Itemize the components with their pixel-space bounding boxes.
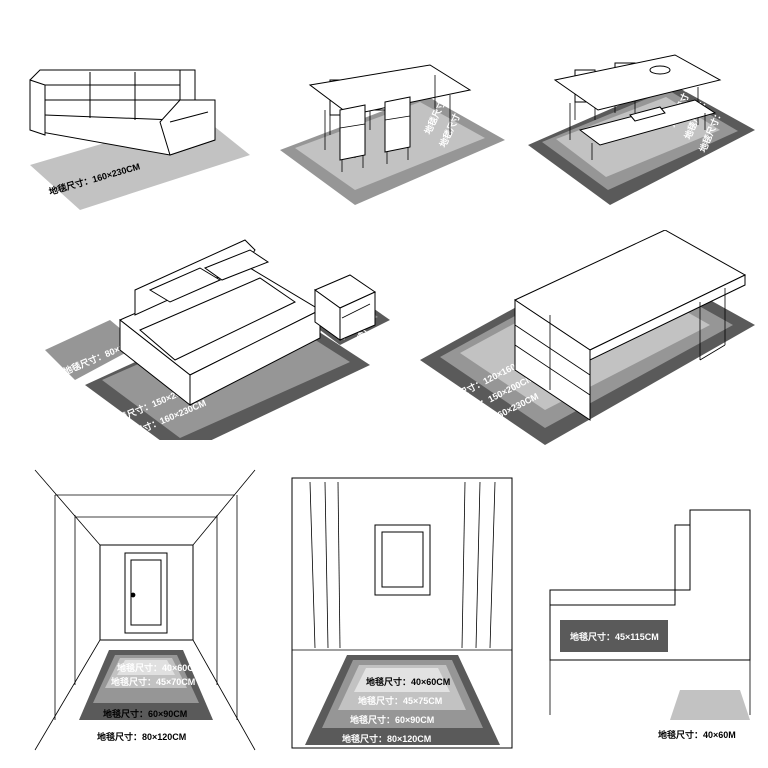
panel-kitchen: 地毯尺寸：45×115CM 地毯尺寸：40×60M bbox=[540, 490, 760, 750]
svg-text:地毯尺寸：45×75CM: 地毯尺寸：45×75CM bbox=[358, 695, 442, 706]
svg-text:地毯尺寸：40×60CM: 地毯尺寸：40×60CM bbox=[117, 662, 201, 673]
hall-size-3: 地毯尺寸：60×90CM bbox=[350, 714, 434, 725]
svg-text:地毯尺寸：80×120CM: 地毯尺寸：80×120CM bbox=[97, 731, 186, 742]
svg-text:地毯尺寸：45×115CM: 地毯尺寸：45×115CM bbox=[570, 631, 659, 642]
svg-text:地毯尺寸：60×90CM: 地毯尺寸：60×90CM bbox=[350, 714, 434, 725]
hall-size-2: 地毯尺寸：45×75CM bbox=[358, 695, 442, 706]
rug-size-infographic: 地毯尺寸：160×230CM 地毯尺寸：120×160CM bbox=[0, 0, 768, 768]
svg-text:地毯尺寸：40×60CM: 地毯尺寸：40×60CM bbox=[366, 676, 450, 687]
svg-text:地毯尺寸：45×70CM: 地毯尺寸：45×70CM bbox=[111, 676, 195, 687]
entry-size-3: 地毯尺寸：60×90CM bbox=[103, 708, 187, 719]
panel-entry: 地毯尺寸：40×60CM 地毯尺寸：45×70CM 地毯尺寸：60×90CM 地… bbox=[25, 465, 265, 755]
kitchen-size-2: 地毯尺寸：40×60M bbox=[658, 729, 736, 740]
svg-text:地毯尺寸：80×120CM: 地毯尺寸：80×120CM bbox=[342, 733, 431, 744]
panel-sofa: 地毯尺寸：160×230CM bbox=[10, 40, 260, 210]
hall-size-1: 地毯尺寸：40×60CM bbox=[366, 676, 450, 687]
entry-size-4: 地毯尺寸：80×120CM bbox=[97, 731, 186, 742]
panel-hallway: 地毯尺寸：40×60CM 地毯尺寸：45×75CM 地毯尺寸：60×90CM 地… bbox=[280, 470, 525, 760]
panel-dining2: 地毯尺寸：150×160CM 地毯尺寸：150×200CM 地毯尺寸：160×2… bbox=[520, 35, 760, 215]
hall-size-4: 地毯尺寸：80×120CM bbox=[342, 733, 431, 744]
panel-dining1: 地毯尺寸：120×160CM 地毯尺寸：160×230CM bbox=[270, 40, 510, 210]
entry-size-1: 地毯尺寸：40×60CM bbox=[117, 662, 201, 673]
panel-office: 地毯尺寸：120×160CM 地毯尺寸：150×200CM 地毯尺寸：160×2… bbox=[415, 230, 760, 450]
svg-text:地毯尺寸：40×60M: 地毯尺寸：40×60M bbox=[658, 729, 736, 740]
svg-text:地毯尺寸：60×90CM: 地毯尺寸：60×90CM bbox=[103, 708, 187, 719]
kitchen-size-1: 地毯尺寸：45×115CM bbox=[570, 631, 659, 642]
entry-size-2: 地毯尺寸：45×70CM bbox=[111, 676, 195, 687]
panel-bedroom: 地毯尺寸：80×160CM 地毯尺寸：150×200CM 地毯尺寸：160×23… bbox=[40, 220, 410, 440]
